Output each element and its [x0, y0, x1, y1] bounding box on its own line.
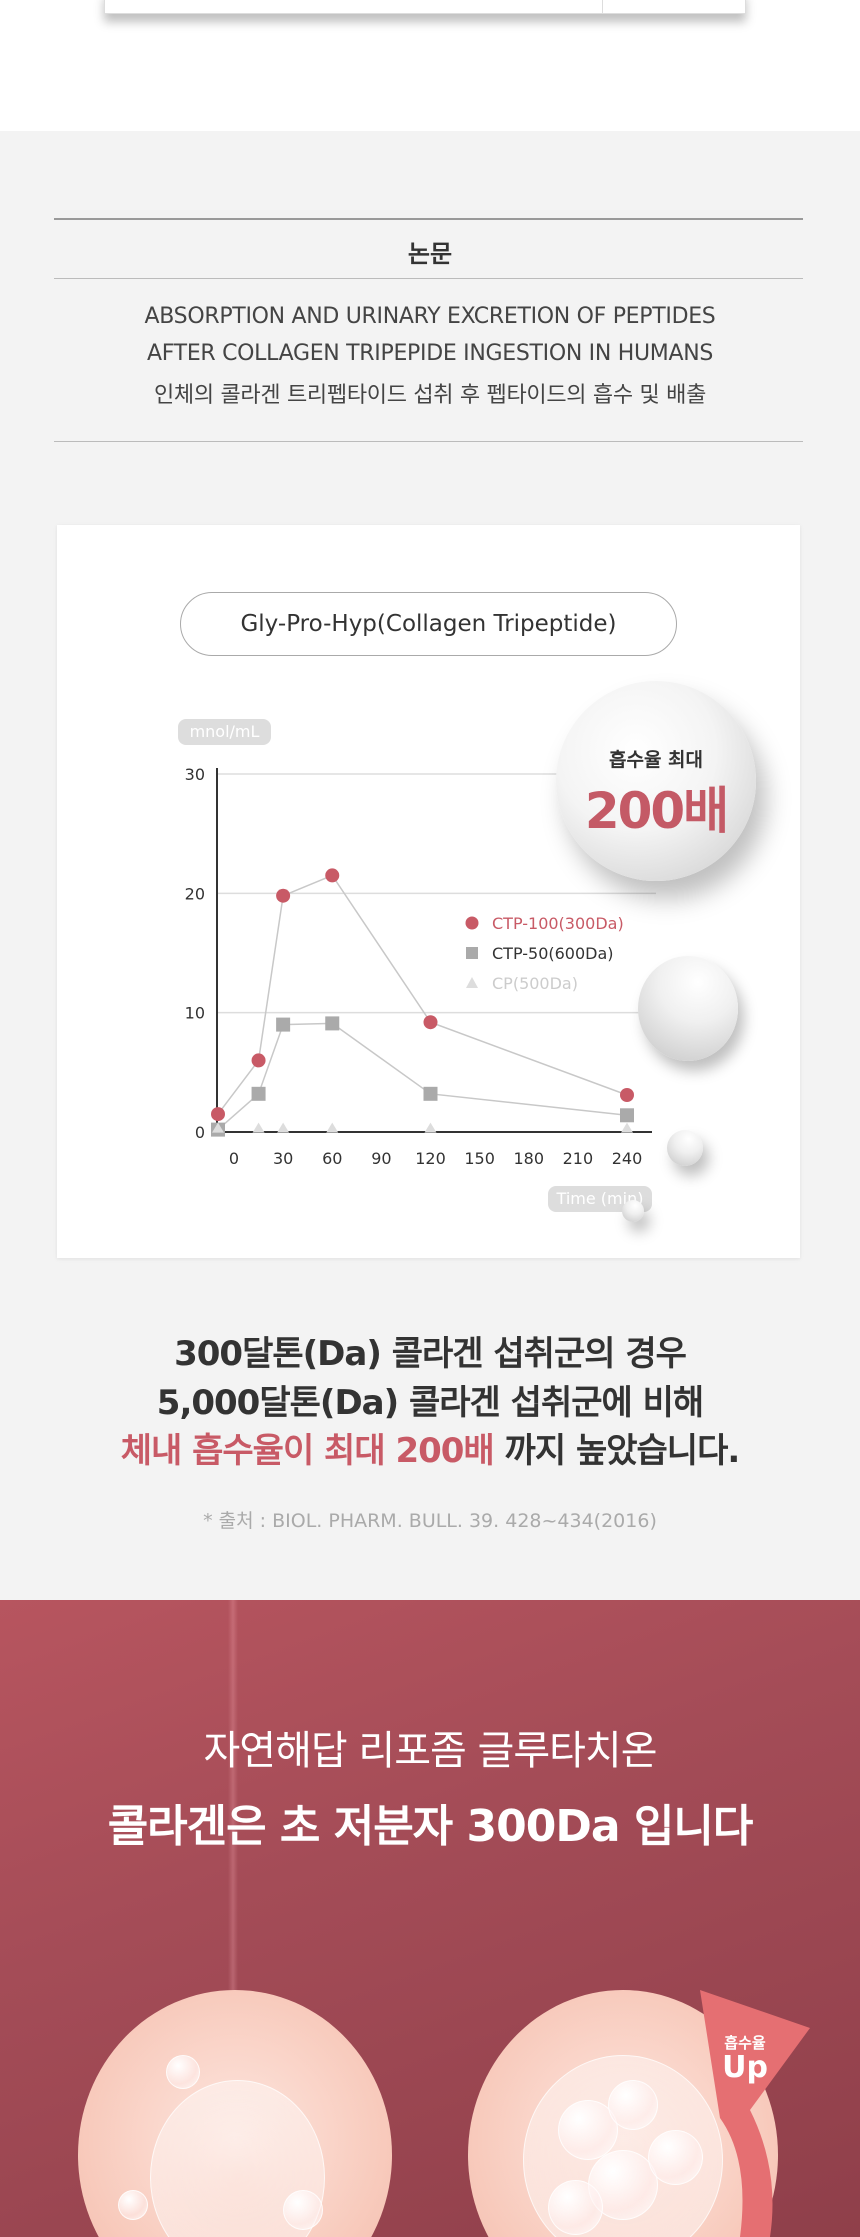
- data-point-circle: [211, 1107, 225, 1122]
- legend-label: CTP-50(600Da): [492, 944, 614, 963]
- bubble-icon: [166, 2055, 200, 2089]
- x-tick-label: 180: [513, 1149, 544, 1168]
- data-point-square: [423, 1086, 438, 1101]
- data-point-circle: [251, 1053, 266, 1068]
- red-section: 자연해답 리포좀 글루타치온 콜라겐은 초 저분자 300Da 입니다 흡수율 …: [0, 1600, 860, 2237]
- arrow-label-up: Up: [722, 2050, 768, 2085]
- bubble-icon: [118, 2190, 148, 2220]
- x-axis-label: Time (min): [548, 1186, 652, 1212]
- legend-label: CP(500Da): [492, 974, 578, 993]
- water-drop-icon: [667, 1130, 703, 1166]
- data-point-triangle: [621, 1122, 633, 1133]
- series-line: [217, 1022, 628, 1131]
- data-point-triangle: [252, 1122, 265, 1133]
- top-section: [0, 0, 860, 131]
- line-chart: 0 10 20 30 0 30 60 90 120 150 180 210 240 CTP-100(300…: [185, 765, 656, 1168]
- section-title-line1: 자연해답 리포좀 글루타치온: [203, 1728, 657, 1774]
- section-title-line2: 콜라겐은 초 저분자 300Da 입니다: [107, 1801, 754, 1852]
- data-point-triangle: [326, 1122, 339, 1133]
- y-tick-label: 0: [195, 1123, 205, 1142]
- series-line: [217, 874, 628, 1115]
- badge-label: 흡수율 최대: [608, 749, 703, 771]
- x-tick-label: 150: [464, 1149, 495, 1168]
- bubble-icon: [283, 2190, 323, 2230]
- y-axis-label: mnol/mL: [178, 719, 271, 745]
- paper-title-line: ABSORPTION AND URINARY EXCRETION OF PEPT…: [144, 304, 716, 329]
- cell-illustration-left: [78, 1990, 392, 2237]
- x-tick-label: 30: [273, 1149, 293, 1168]
- x-tick-label: 90: [371, 1149, 391, 1168]
- x-tick-label: 60: [322, 1149, 342, 1168]
- water-drop-badge: 흡수율 최대 200배: [556, 681, 756, 881]
- legend-marker: [466, 977, 478, 988]
- data-point-triangle: [277, 1122, 290, 1133]
- cell-illustration-right: [468, 1990, 778, 2237]
- divider: [54, 278, 803, 279]
- water-drop-icon: [622, 1200, 644, 1222]
- bubble-icon: [608, 2080, 658, 2130]
- arrow-label: 흡수율: [724, 2034, 766, 2052]
- data-point-square: [325, 1016, 340, 1031]
- divider: [54, 218, 803, 220]
- data-point-square: [251, 1086, 266, 1101]
- badge-value: 200배: [584, 782, 729, 840]
- paper-title-korean: 인체의 콜라겐 트리펩타이드 섭취 후 펩타이드의 흡수 및 배출: [153, 383, 707, 408]
- water-drop-icon: [638, 956, 738, 1061]
- data-point-circle: [276, 888, 291, 903]
- arrow-up-icon: [700, 1990, 810, 2237]
- divider: [54, 441, 803, 442]
- data-point-square: [276, 1017, 291, 1032]
- y-tick-label: 20: [185, 884, 205, 903]
- headline-line: 체내 흡수율이 최대 200배 까지 높았습니다.: [0, 1423, 860, 1472]
- light-streak: [228, 1600, 238, 2080]
- paper-heading: 논문: [407, 240, 453, 268]
- y-tick-label: 10: [185, 1004, 205, 1023]
- x-tick-label: 0: [229, 1149, 239, 1168]
- data-point-triangle: [212, 1122, 224, 1133]
- headline-line: 300달톤(Da) 콜라겐 섭취군의 경우: [174, 1334, 687, 1374]
- data-point-circle: [325, 868, 340, 883]
- x-tick-label: 240: [612, 1149, 643, 1168]
- legend-label: CTP-100(300Da): [492, 914, 624, 933]
- data-point-triangle: [424, 1122, 437, 1133]
- divider: [602, 0, 603, 14]
- top-card: [104, 0, 746, 14]
- bubble-icon: [648, 2130, 703, 2185]
- bubble-icon: [548, 2180, 603, 2235]
- paper-title-line: AFTER COLLAGEN TRIPEPIDE INGESTION IN HU…: [146, 341, 714, 366]
- x-tick-label: 210: [563, 1149, 594, 1168]
- chart-title: Gly-Pro-Hyp(Collagen Tripeptide): [180, 592, 677, 656]
- headline-rest: 까지 높았습니다.: [493, 1431, 741, 1471]
- data-point-circle: [620, 1088, 634, 1103]
- legend-marker: [466, 947, 478, 959]
- headline-line: 5,000달톤(Da) 콜라겐 섭취군에 비해: [156, 1383, 704, 1423]
- data-point-circle: [423, 1015, 438, 1030]
- legend-marker: [465, 916, 479, 930]
- x-tick-label: 120: [415, 1149, 446, 1168]
- source-citation: * 출처 : BIOL. PHARM. BULL. 39. 428~434(20…: [203, 1510, 657, 1532]
- y-tick-label: 30: [185, 765, 205, 784]
- headline-highlight: 체내 흡수율이 최대 200배: [120, 1431, 495, 1471]
- data-point-square: [620, 1108, 634, 1123]
